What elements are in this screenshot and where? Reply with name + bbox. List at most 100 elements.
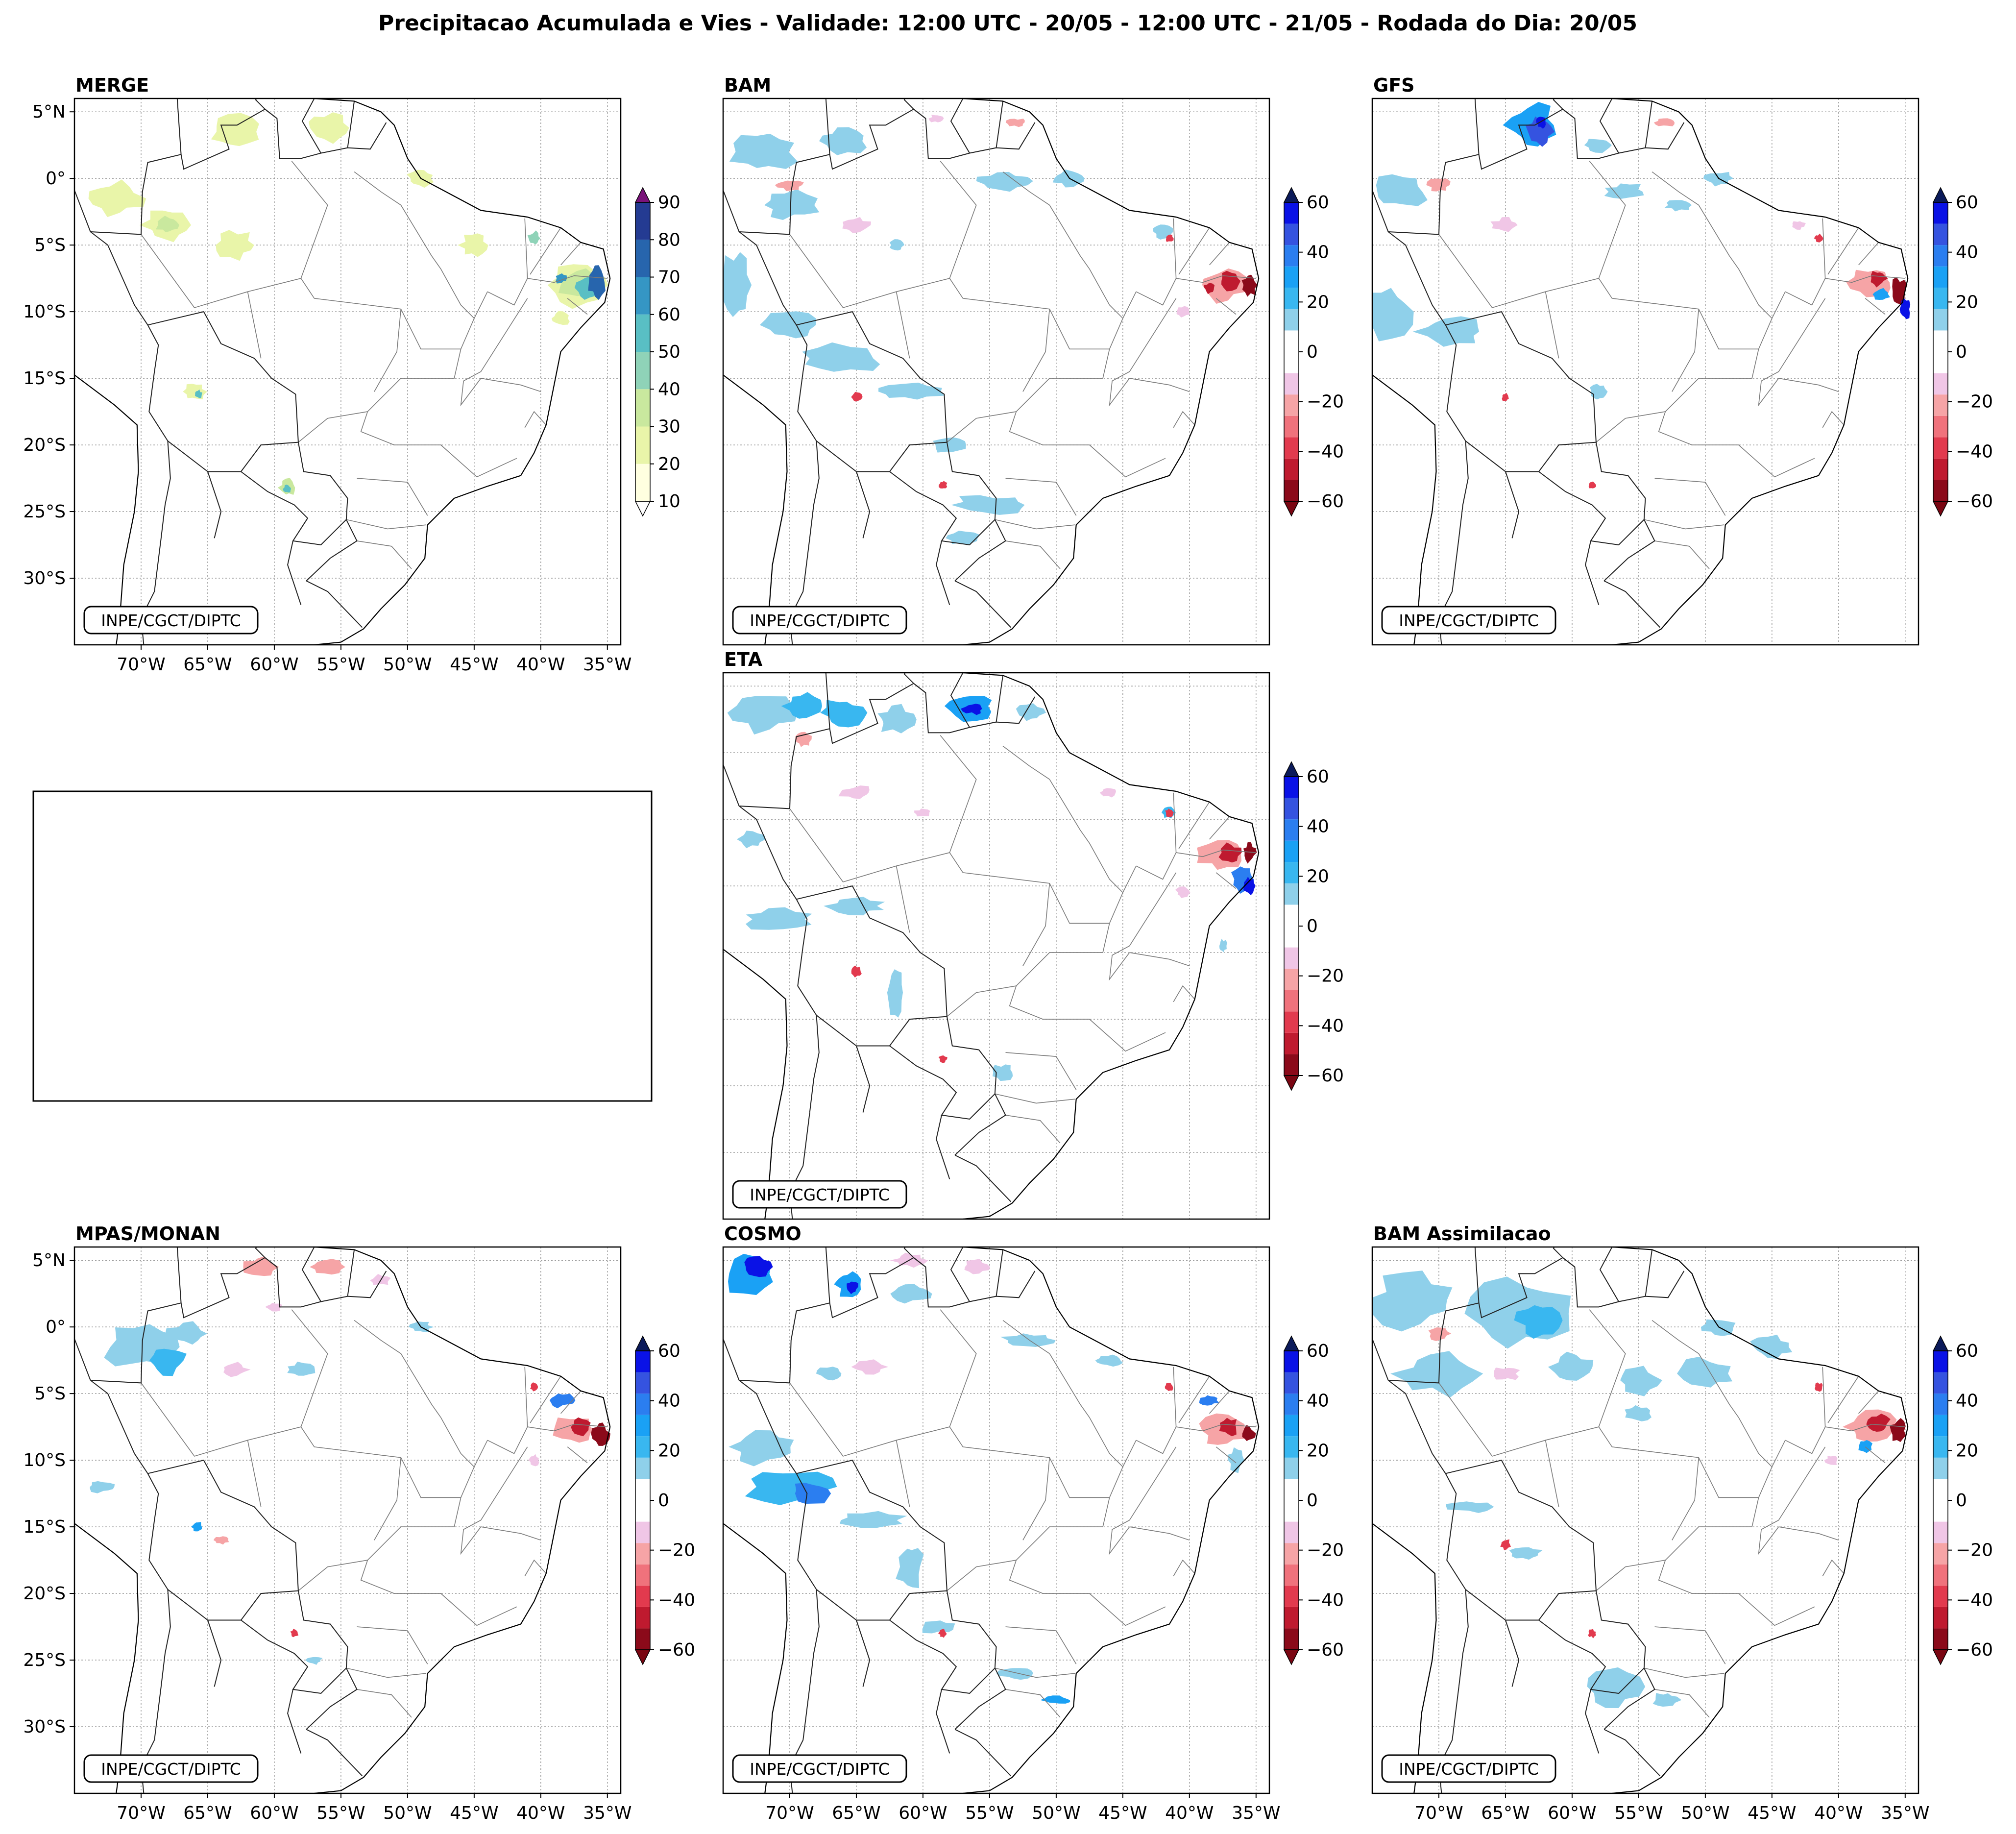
precip-cell <box>1052 169 1085 188</box>
colorbar-band <box>1933 1628 1948 1650</box>
precip-cell <box>1677 1357 1733 1388</box>
precip-cell <box>922 1620 955 1634</box>
colorbar-band <box>635 1457 650 1479</box>
precip-cell <box>896 1548 924 1589</box>
precip-cell <box>1165 808 1174 817</box>
colorbar-band <box>1933 352 1948 373</box>
colorbar-tick-label: 20 <box>1307 866 1329 886</box>
precip-cell <box>1824 1456 1838 1465</box>
precip-cell <box>90 1481 115 1493</box>
precip-cell <box>1509 1547 1543 1560</box>
y-tick-label: 5°N <box>32 102 66 122</box>
precip-cell <box>889 239 904 251</box>
colorbar-tick-label: 30 <box>658 417 680 437</box>
colorbar-band <box>1284 819 1299 841</box>
x-tick-label: 40°W <box>516 655 565 675</box>
precip-cell <box>1199 1395 1220 1406</box>
colorbar-band <box>635 464 650 501</box>
colorbar-band <box>1284 883 1299 905</box>
colorbar-tick-label: 60 <box>1956 1341 1978 1361</box>
precip-cell <box>744 1256 773 1277</box>
credit-label: INPE/CGCT/DIPTC <box>1381 606 1556 635</box>
svg-text:INPE/CGCT/DIPTC: INPE/CGCT/DIPTC <box>1399 611 1539 630</box>
precip-field <box>727 692 1257 1081</box>
precip-cell <box>287 1362 316 1376</box>
map-panel: BAM Assimilacao INPE/CGCT/DIPTC 70°W 65°W 60… <box>1371 1223 1993 1823</box>
colorbar: −60 −40 −20 0 20 40 60 <box>1283 187 1344 517</box>
precip-cell <box>571 1417 591 1437</box>
colorbar-band <box>1933 1415 1948 1437</box>
colorbar-tick-label: −60 <box>1307 491 1344 512</box>
colorbar: −60 −40 −20 0 20 40 60 <box>1283 1335 1344 1665</box>
y-tick-label: 25°S <box>23 1650 66 1670</box>
precip-cell <box>1000 1333 1056 1347</box>
colorbar-band <box>1933 1564 1948 1586</box>
colorbar-band <box>1284 1521 1299 1543</box>
colorbar-band <box>635 1628 650 1650</box>
x-tick-label: 65°W <box>832 1803 880 1823</box>
x-tick-label: 65°W <box>183 1803 232 1823</box>
precip-cell <box>1426 178 1451 192</box>
colorbar-band <box>635 1521 650 1543</box>
x-tick-label: 50°W <box>1032 1803 1080 1823</box>
precip-cell <box>1231 866 1254 894</box>
precip-cell <box>933 437 966 453</box>
colorbar-tick-label: −20 <box>1956 1541 1993 1561</box>
precip-cell <box>1165 1383 1173 1391</box>
map-panel: COSMO INPE/CGCT/DIPTC 70°W 65°W 60°W 55°W 50°W… <box>722 1223 1344 1823</box>
precip-cell <box>1428 1327 1452 1341</box>
colorbar-band <box>1284 373 1299 395</box>
precip-cell <box>851 1359 889 1375</box>
precip-cell <box>1653 118 1675 126</box>
y-tick-label: 5°S <box>34 1384 66 1404</box>
precip-cell <box>283 485 291 493</box>
colorbar-band <box>1284 1564 1299 1586</box>
x-tick-label: 45°W <box>1748 1803 1796 1823</box>
colorbar-band <box>1933 1543 1948 1565</box>
precip-cell <box>265 1302 283 1312</box>
colorbar-band <box>635 1543 650 1565</box>
colorbar-tick-label: 0 <box>658 1491 669 1511</box>
colorbar-tick-label: 40 <box>658 379 680 399</box>
x-tick-label: 55°W <box>316 1803 365 1823</box>
y-tick-label: 5°S <box>34 235 66 255</box>
x-tick-label: 70°W <box>117 1803 165 1823</box>
colorbar-band <box>1933 394 1948 416</box>
precip-cell <box>1652 1693 1682 1707</box>
precip-cell <box>1242 1425 1256 1441</box>
y-tick-label: 20°S <box>23 435 66 455</box>
precip-cell <box>213 1536 229 1545</box>
precip-cell <box>1040 1695 1070 1704</box>
precip-cell <box>165 1321 207 1345</box>
panel-title: MERGE <box>75 74 149 96</box>
colorbar-tick-label: −60 <box>658 1640 695 1660</box>
precip-cell <box>1241 274 1258 297</box>
precip-cell <box>1548 1351 1594 1381</box>
panel-title: BAM Assimilacao <box>1373 1223 1551 1245</box>
colorbar-band <box>1933 480 1948 501</box>
colorbar-band <box>1933 1500 1948 1522</box>
colorbar-tick-label: 60 <box>658 1341 680 1361</box>
precip-cell <box>781 692 822 719</box>
colorbar-band <box>1284 1479 1299 1500</box>
colorbar-band <box>1933 288 1948 309</box>
colorbar-band <box>1284 223 1299 245</box>
precip-cell <box>88 179 146 218</box>
precip-cell <box>764 189 820 220</box>
precip-cell <box>802 342 880 372</box>
precip-cell <box>938 1055 947 1063</box>
precip-cell <box>1490 217 1518 232</box>
colorbar-band <box>1933 1479 1948 1500</box>
colorbar-tick-label: −60 <box>1956 491 1993 512</box>
svg-text:INPE/CGCT/DIPTC: INPE/CGCT/DIPTC <box>101 611 241 630</box>
colorbar-band <box>635 240 650 277</box>
x-tick-label: 40°W <box>516 1803 565 1823</box>
x-tick-label: 35°W <box>1881 1803 1929 1823</box>
precip-cell <box>305 1657 323 1665</box>
colorbar-band <box>1284 394 1299 416</box>
colorbar-band <box>1284 1032 1299 1054</box>
x-tick-label: 70°W <box>1414 1803 1463 1823</box>
precip-cell <box>1227 1447 1244 1473</box>
colorbar: −60 −40 −20 0 20 40 60 <box>634 1335 695 1665</box>
precip-cell <box>1536 117 1546 129</box>
